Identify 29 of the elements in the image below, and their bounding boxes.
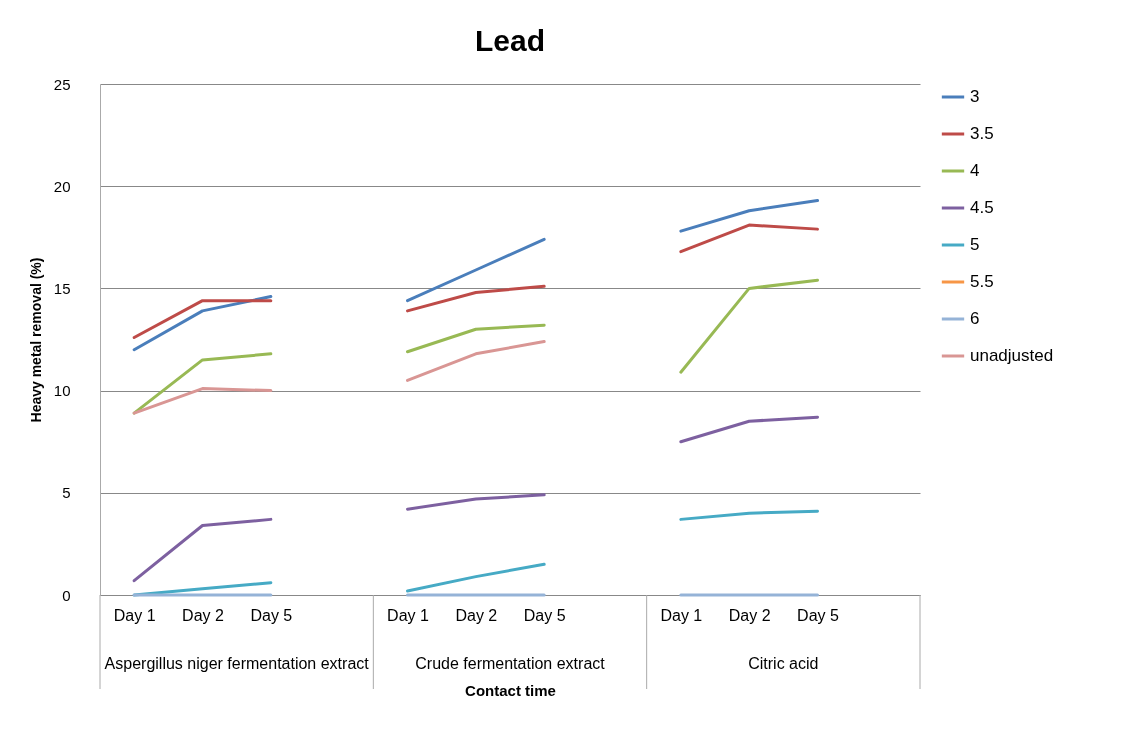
x-tick-label: Day 1	[660, 606, 703, 624]
x-tick-label: Day 2	[182, 606, 224, 624]
x-tick-label: Day 5	[250, 606, 293, 624]
text: Aspergillus niger fermentation extract	[104, 655, 370, 672]
legend-label: 5.5	[970, 272, 994, 291]
legend-label: 4.5	[970, 198, 994, 217]
legend-label: unadjusted	[970, 346, 1054, 365]
y-tick-label: 25	[53, 75, 71, 93]
y-tick-label: 10	[53, 382, 71, 400]
y-tick-label: 20	[53, 177, 71, 195]
legend-label: 6	[970, 309, 980, 328]
y-tick-label: 5	[62, 484, 71, 502]
legend-label: 3	[970, 87, 980, 106]
x-tick-label: Day 1	[113, 606, 156, 624]
text: Crude fermentation extract	[415, 655, 606, 672]
x-tick-label: Day 1	[387, 606, 429, 624]
x-tick-label: Day 5	[523, 606, 566, 624]
x-tick-label: Day 5	[797, 606, 839, 624]
legend-label: 5	[970, 235, 980, 254]
legend-label: 4	[970, 161, 980, 180]
x-tick-label: Day 2	[728, 606, 771, 624]
text: Citric acid	[748, 655, 819, 672]
x-axis-title: Contact time	[465, 681, 556, 699]
y-axis-title: Heavy metal removal (%)	[27, 257, 44, 423]
chart-title: Lead	[474, 24, 546, 57]
legend-label: 3.5	[970, 124, 994, 143]
y-tick-label: 0	[62, 586, 71, 604]
x-tick-label: Day 2	[455, 606, 498, 624]
y-tick-label: 15	[53, 279, 71, 297]
